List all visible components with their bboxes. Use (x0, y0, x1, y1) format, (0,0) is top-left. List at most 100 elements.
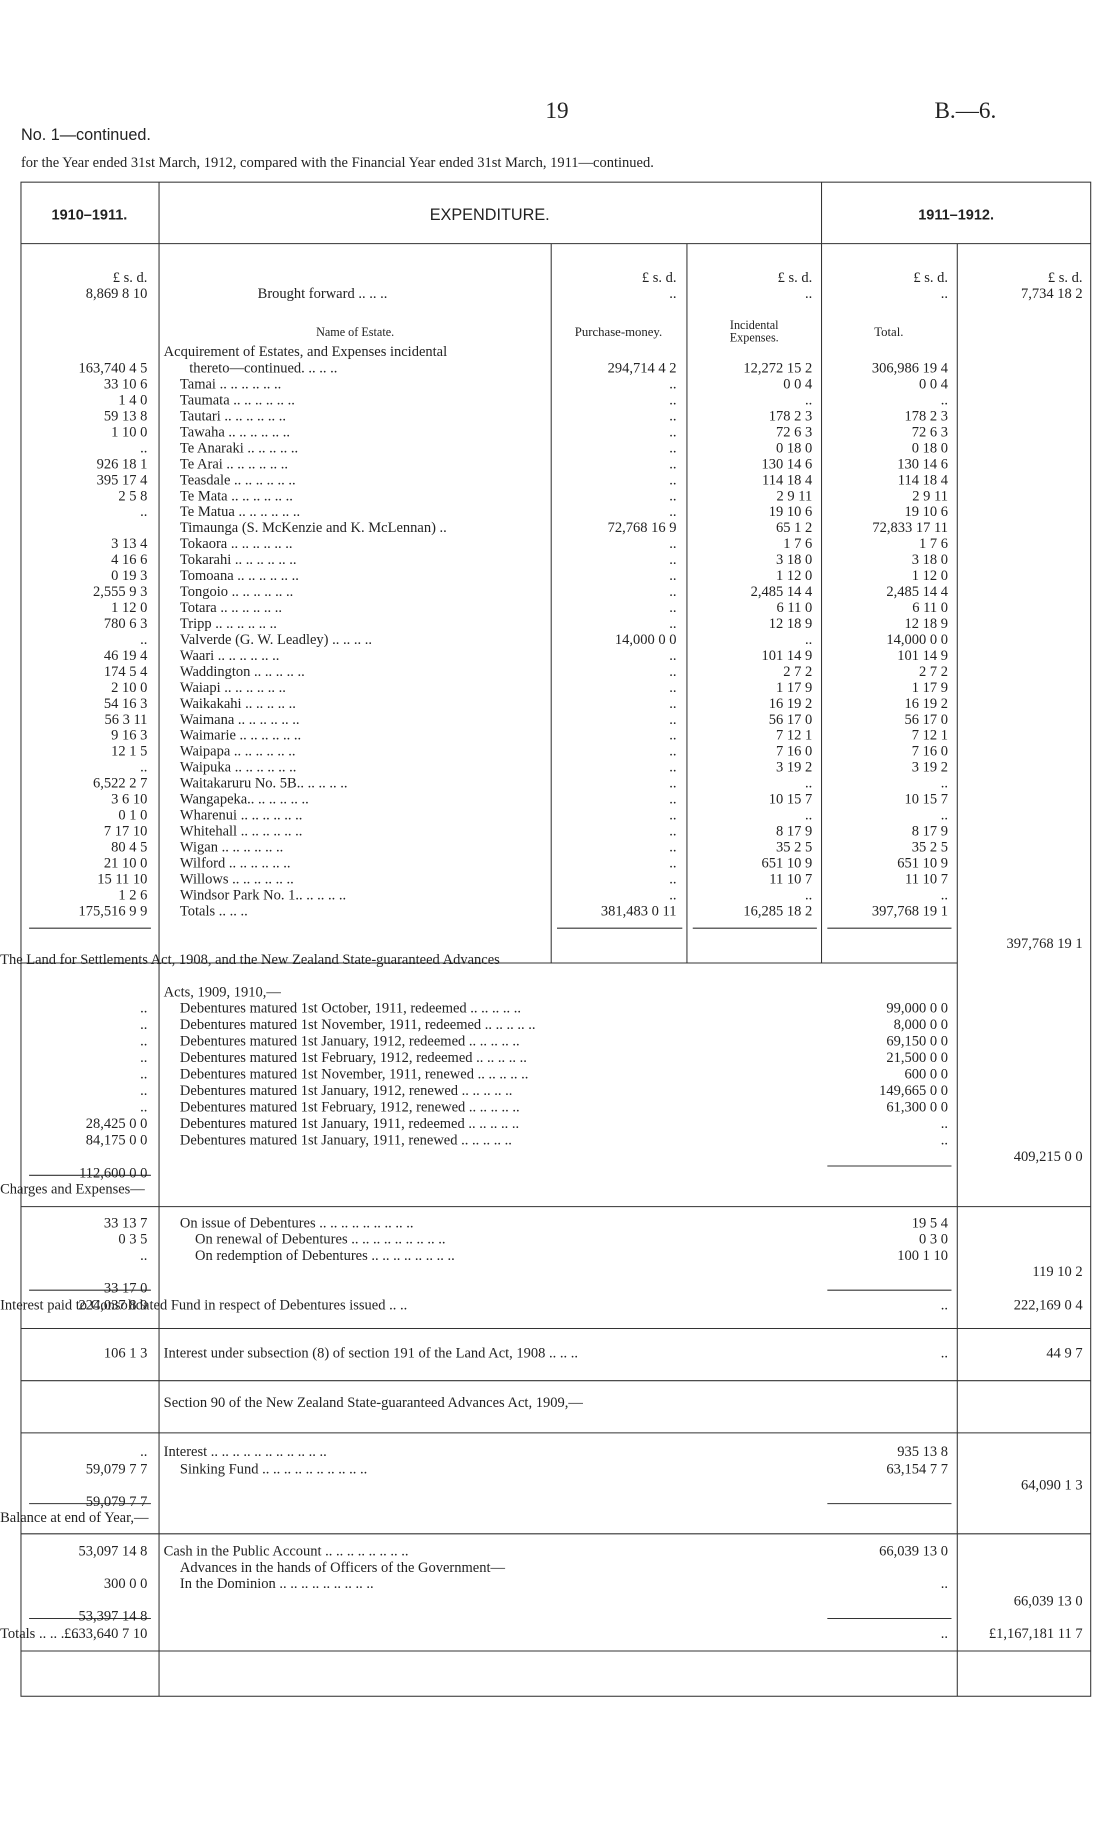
amount: .. (669, 808, 676, 824)
row-label: Tokaora .. .. .. .. .. .. (180, 536, 293, 552)
amount: .. (669, 824, 676, 840)
row-label: Waddington .. .. .. .. .. (180, 664, 305, 680)
amount: .. (941, 1576, 948, 1592)
amount: .. (941, 286, 948, 302)
col-header: 1910–1911. (52, 208, 128, 224)
amount: .. (669, 408, 676, 424)
row-label: Wangapeka.. .. .. .. .. .. (180, 792, 309, 808)
amount: .. (805, 632, 812, 648)
amount: 65 1 2 (776, 520, 812, 536)
amount: 3 13 4 (111, 536, 148, 552)
amount: 3 18 0 (912, 552, 948, 568)
col-header: EXPENDITURE. (430, 206, 550, 224)
money-heading: £ s. d. (1048, 270, 1083, 286)
amount: 16,285 18 2 (743, 903, 812, 919)
amount: .. (669, 792, 676, 808)
amount: 44 9 7 (1046, 1345, 1082, 1361)
amount: £633,640 7 10 (64, 1626, 147, 1642)
amount: 1 12 0 (912, 568, 948, 584)
amount: 35 2 5 (912, 840, 948, 856)
amount: 114 18 4 (762, 472, 813, 488)
amount: 99,000 0 0 (886, 1001, 948, 1017)
amount: 14,000 0 0 (886, 632, 948, 648)
amount: .. (140, 632, 147, 648)
amount: .. (140, 1017, 147, 1033)
row-label: Wharenui .. .. .. .. .. .. (180, 808, 302, 824)
amount: £1,167,181 11 7 (989, 1626, 1083, 1642)
row-label: Waimarie .. .. .. .. .. .. (180, 728, 301, 744)
amount: 2 9 11 (777, 488, 813, 504)
amount: .. (669, 871, 676, 887)
amount: 12 18 9 (769, 616, 813, 632)
amount: 106 1 3 (104, 1345, 147, 1361)
amount: 935 13 8 (897, 1444, 948, 1460)
row-label: Interest .. .. .. .. .. .. .. .. .. .. .… (164, 1444, 327, 1460)
amount: 306,986 19 4 (872, 360, 949, 376)
amount: 3 19 2 (912, 760, 948, 776)
amount: .. (941, 887, 948, 903)
row-label: Totals .. .. .. .. (0, 1626, 79, 1642)
amount: 19 10 6 (769, 504, 813, 520)
amount: 1 10 0 (111, 424, 147, 440)
amount: 21 10 0 (104, 855, 147, 871)
amount: 0 19 3 (111, 568, 147, 584)
row-label: On redemption of Debentures .. .. .. .. … (195, 1248, 455, 1264)
amount: .. (669, 456, 676, 472)
row-label: Debentures matured 1st January, 1911, re… (180, 1116, 519, 1132)
row-label: Te Anaraki .. .. .. .. .. (180, 440, 298, 456)
amount: .. (941, 1298, 948, 1314)
amount: 3 18 0 (776, 552, 812, 568)
amount: 7 16 0 (776, 744, 812, 760)
row-label: Waari .. .. .. .. .. .. (180, 648, 280, 664)
subhead: Purchase-money. (575, 325, 662, 339)
amount: 10 15 7 (904, 792, 948, 808)
amount: 66,039 13 0 (1014, 1594, 1083, 1610)
amount: 56 3 11 (104, 712, 147, 728)
amount: .. (669, 616, 676, 632)
row-label: Debentures matured 1st February, 1912, r… (180, 1100, 520, 1116)
amount: .. (669, 648, 676, 664)
amount: 53,097 14 8 (79, 1544, 148, 1560)
amount: .. (140, 1100, 147, 1116)
amount: .. (669, 776, 676, 792)
amount: 14,000 0 0 (615, 632, 677, 648)
amount: 178 2 3 (769, 408, 813, 424)
amount: .. (669, 392, 676, 408)
row-label: Waiapi .. .. .. .. .. .. (180, 680, 286, 696)
amount: .. (669, 286, 676, 302)
amount: 35 2 5 (776, 840, 812, 856)
amount: .. (941, 1345, 948, 1361)
amount: .. (669, 760, 676, 776)
amount: 1 7 6 (783, 536, 812, 552)
amount: 2,555 9 3 (93, 584, 147, 600)
amount: .. (669, 536, 676, 552)
amount: .. (941, 808, 948, 824)
amount: 1 2 6 (118, 887, 147, 903)
amount: 409,215 0 0 (1014, 1149, 1083, 1165)
row-label: Debentures matured 1st January, 1912, re… (180, 1083, 512, 1099)
amount: .. (140, 1444, 147, 1460)
row-label: The Land for Settlements Act, 1908, and … (0, 952, 500, 968)
row-label: Tripp .. .. .. .. .. .. (180, 616, 277, 632)
row-label: Advances in the hands of Officers of the… (180, 1560, 506, 1576)
amount: 780 6 3 (104, 616, 147, 632)
amount: .. (669, 728, 676, 744)
amount: 72,833 17 11 (872, 520, 948, 536)
table-border (20, 181, 1092, 1697)
row-label: On issue of Debentures .. .. .. .. .. ..… (180, 1215, 414, 1231)
row-label: Waitakaruru No. 5B.. .. .. .. .. (180, 776, 348, 792)
row-label: Te Mata .. .. .. .. .. .. (180, 488, 293, 504)
amount: 0 18 0 (912, 440, 948, 456)
amount: 4 16 6 (111, 552, 147, 568)
amount: .. (669, 552, 676, 568)
subtitle: for the Year ended 31st March, 1912, com… (21, 155, 654, 171)
amount: 28,425 0 0 (86, 1116, 148, 1132)
row-label: Windsor Park No. 1.. .. .. .. .. (180, 887, 346, 903)
page-number: 19 (545, 98, 568, 124)
amount: .. (669, 664, 676, 680)
amount: 56 17 0 (904, 712, 948, 728)
amount: 84,175 0 0 (86, 1133, 148, 1149)
amount: 8,869 8 10 (86, 286, 148, 302)
amount: 33 17 0 (104, 1280, 147, 1296)
row-label: Sinking Fund .. .. .. .. .. .. .. .. .. … (180, 1461, 367, 1477)
